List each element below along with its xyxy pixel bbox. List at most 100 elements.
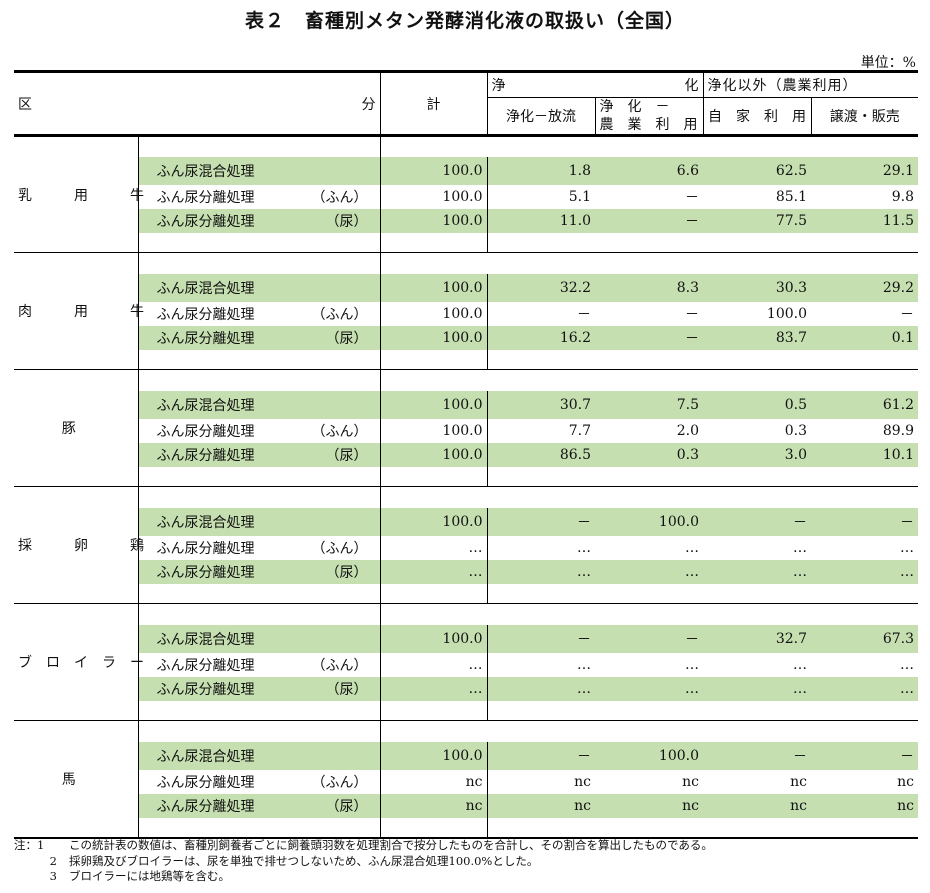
value-cell: nc: [811, 793, 918, 818]
table-row: ふん尿混合処理 100.0 － 100.0 －－: [14, 741, 918, 770]
value-cell: nc: [897, 773, 914, 790]
item-cell: ふん尿混合処理: [138, 507, 381, 536]
footnote: 2 採卵鶏及びブロイラーは、尿を単独で排せつしないため、ふん尿混合処理100.0%…: [49, 853, 539, 868]
item-cell: ふん尿分離処理 （尿）: [138, 793, 381, 818]
table-row: ふん尿分離処理 （尿）……………: [14, 559, 918, 584]
category-label: 肉 用 牛: [14, 252, 144, 370]
value-cell: －: [811, 507, 918, 536]
table-row: ふん尿分離処理 （ふん） 100.0 －－ 100.0 －: [14, 301, 918, 326]
value-cell: nc: [595, 793, 703, 818]
value-cell: －: [577, 306, 591, 323]
page-title: 表２ 畜種別メタン発酵消化液の取扱い（全国）: [244, 10, 685, 32]
value-cell: －: [811, 741, 918, 770]
table-row: ふん尿混合処理 100.0 1.8 6.6 62.5 29.1: [14, 156, 918, 185]
value-cell: 32.2: [487, 273, 595, 302]
table-row: ふん尿分離処理 （ふん）……………: [14, 652, 918, 677]
value-cell: 5.1: [568, 188, 591, 205]
value-cell: 83.7: [703, 325, 811, 350]
value-cell: 67.3: [811, 624, 918, 653]
value-cell: …: [595, 676, 703, 701]
value-cell: 16.2: [487, 325, 595, 350]
header-col-agri: 浄 化 －農 業 利 用: [595, 97, 704, 137]
value-cell: 89.9: [882, 422, 914, 439]
value-cell: 29.2: [811, 273, 918, 302]
value-cell: －: [703, 741, 811, 770]
value-cell: nc: [790, 773, 807, 790]
value-cell: …: [380, 676, 488, 701]
value-cell: 30.7: [487, 390, 595, 419]
value-cell: nc: [574, 773, 591, 790]
value-cell: 100.0: [380, 507, 488, 536]
value-cell: 32.7: [703, 624, 811, 653]
value-cell: －: [900, 306, 914, 323]
value-cell: …: [595, 559, 703, 584]
header-total: 計: [380, 70, 488, 137]
value-cell: …: [811, 676, 918, 701]
unit-label: 単位：%: [860, 55, 916, 71]
value-cell: －: [595, 624, 703, 653]
table-row: ふん尿混合処理 100.0 30.7 7.5 0.5 61.2: [14, 390, 918, 419]
value-cell: …: [577, 656, 591, 673]
value-cell: 0.3: [595, 442, 703, 467]
category-label: 豚: [14, 369, 139, 487]
value-cell: 9.8: [891, 188, 914, 205]
value-cell: …: [900, 539, 914, 556]
item-cell: ふん尿分離処理 （ふん）: [138, 535, 381, 560]
item-cell: ふん尿混合処理: [138, 156, 381, 185]
value-cell: …: [380, 535, 488, 560]
value-cell: 8.3: [595, 273, 703, 302]
table-row: ふん尿分離処理 （尿） 100.0 86.5 0.3 3.0 10.1: [14, 442, 918, 467]
value-cell: 100.0: [380, 624, 488, 653]
value-cell: 100.0: [380, 325, 488, 350]
value-cell: …: [685, 539, 699, 556]
item-cell: ふん尿分離処理 （ふん）: [138, 652, 381, 677]
item-cell: ふん尿混合処理: [138, 624, 381, 653]
item-cell: ふん尿分離処理 （尿）: [138, 325, 381, 350]
value-cell: 2.0: [676, 422, 699, 439]
category-label: 乳 用 牛: [14, 135, 144, 253]
header-non-purify: 浄化以外（農業利用）: [703, 70, 918, 98]
value-cell: nc: [380, 769, 488, 794]
value-cell: 7.5: [595, 390, 703, 419]
value-cell: 7.7: [568, 422, 591, 439]
table-row: ふん尿混合処理 100.0 －－ 32.7 67.3: [14, 624, 918, 653]
value-cell: …: [577, 539, 591, 556]
item-cell: ふん尿分離処理 （ふん）: [138, 418, 381, 443]
value-cell: 29.1: [811, 156, 918, 185]
value-cell: 100.0: [380, 301, 488, 326]
table-row: ふん尿分離処理 （尿）……………: [14, 676, 918, 701]
value-cell: －: [685, 306, 699, 323]
table-row: ふん尿混合処理 100.0 32.2 8.3 30.3 29.2: [14, 273, 918, 302]
value-cell: －: [703, 507, 811, 536]
header-col-self: 自 家 利 用: [703, 97, 812, 137]
value-cell: …: [900, 656, 914, 673]
value-cell: 0.5: [703, 390, 811, 419]
table-row: ふん尿分離処理 （ふん） nc nc nc nc nc: [14, 769, 918, 794]
value-cell: 100.0: [380, 156, 488, 185]
value-cell: nc: [682, 773, 699, 790]
value-cell: 77.5: [703, 208, 811, 233]
table-row: ふん尿分離処理 （ふん）……………: [14, 535, 918, 560]
table-row: ふん尿混合処理 100.0 － 100.0 －－: [14, 507, 918, 536]
value-cell: 100.0: [595, 507, 703, 536]
item-cell: ふん尿分離処理 （ふん）: [138, 769, 381, 794]
table-row: ふん尿分離処理 （尿） 100.0 16.2 － 83.7 0.1: [14, 325, 918, 350]
value-cell: …: [793, 539, 807, 556]
item-cell: ふん尿混合処理: [138, 273, 381, 302]
value-cell: 0.1: [811, 325, 918, 350]
value-cell: 11.0: [487, 208, 595, 233]
value-cell: 86.5: [487, 442, 595, 467]
value-cell: …: [487, 676, 595, 701]
value-cell: 100.0: [380, 273, 488, 302]
item-cell: ふん尿混合処理: [138, 741, 381, 770]
value-cell: 30.3: [703, 273, 811, 302]
item-cell: ふん尿混合処理: [138, 390, 381, 419]
value-cell: 62.5: [703, 156, 811, 185]
value-cell: －: [595, 208, 703, 233]
table-row: ふん尿分離処理 （尿） nc nc nc nc nc: [14, 793, 918, 818]
value-cell: …: [703, 676, 811, 701]
value-cell: 100.0: [595, 741, 703, 770]
value-cell: nc: [380, 793, 488, 818]
footnote: 3 ブロイラーには地鶏等を含む。: [49, 869, 230, 883]
item-cell: ふん尿分離処理 （ふん）: [138, 301, 381, 326]
